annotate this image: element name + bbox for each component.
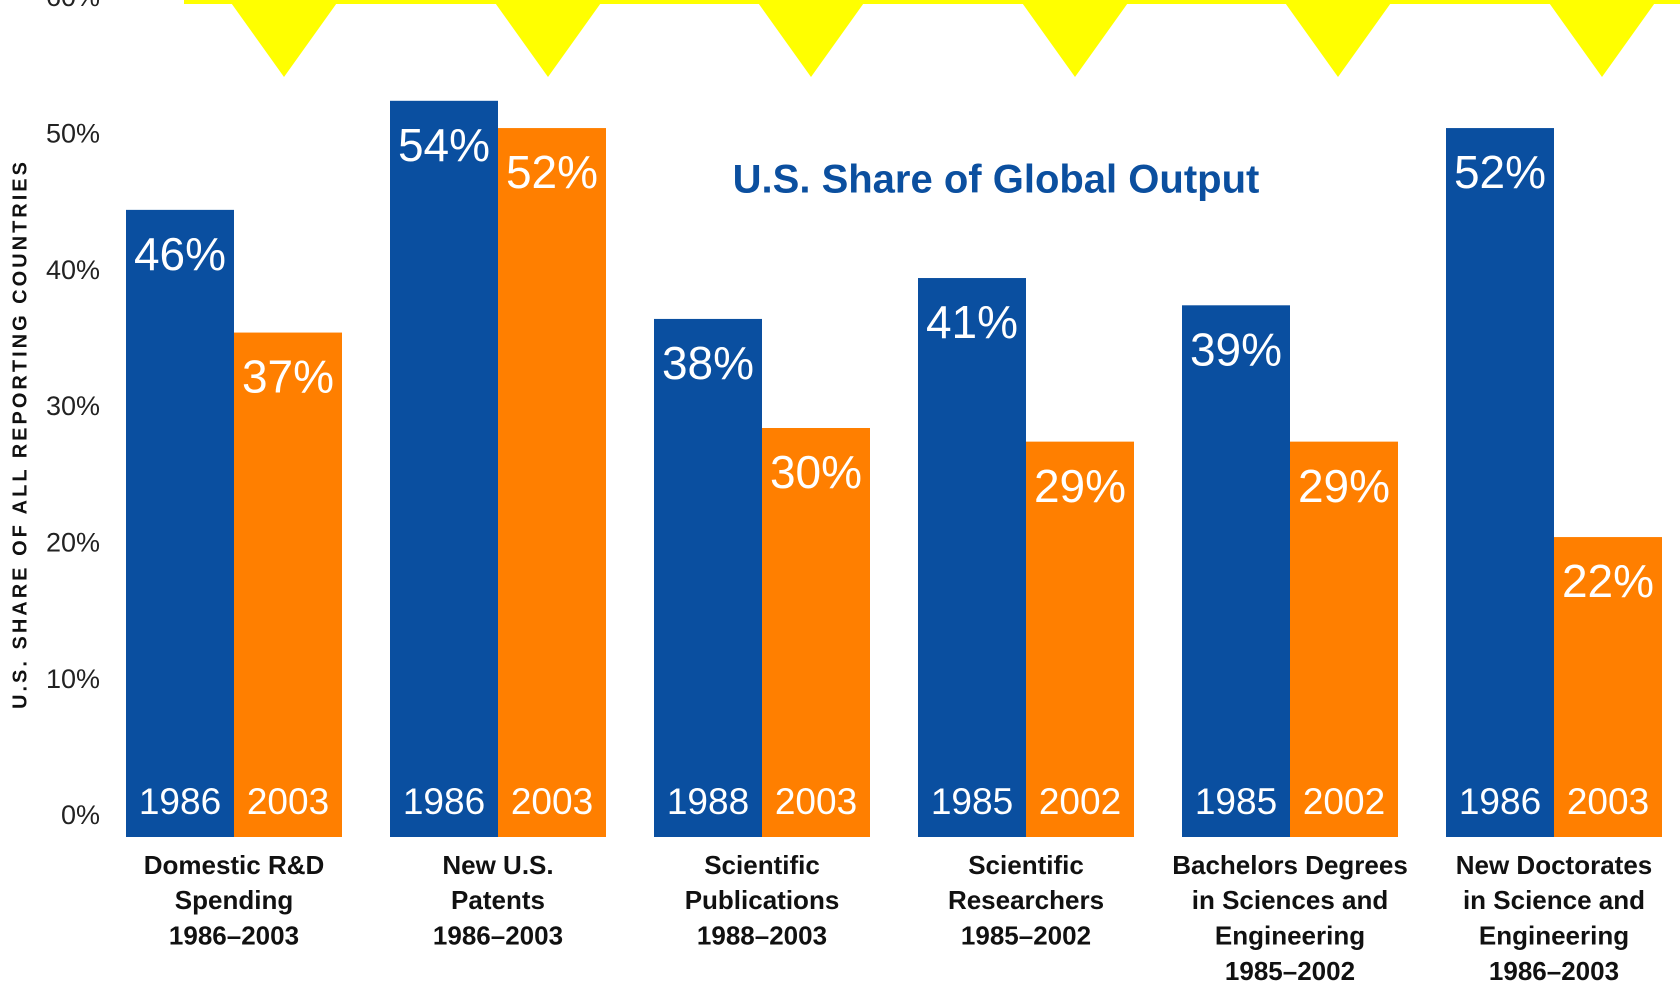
year-label: 1986 <box>1459 781 1541 822</box>
x-tick-label: Engineering <box>1479 920 1629 950</box>
x-tick-label: Researchers <box>948 885 1104 915</box>
x-tick-label: Domestic R&D <box>144 850 325 880</box>
year-label: 2003 <box>775 781 857 822</box>
y-tick-label: 60% <box>46 0 100 12</box>
x-tick-label: in Sciences and <box>1192 885 1389 915</box>
value-label: 37% <box>242 351 334 403</box>
value-label: 29% <box>1034 460 1126 512</box>
yellow-triangle <box>493 0 603 77</box>
yellow-triangle <box>1283 0 1393 77</box>
bar <box>1182 305 1290 837</box>
year-label: 1988 <box>667 781 749 822</box>
value-label: 52% <box>506 146 598 198</box>
bar <box>918 278 1026 837</box>
y-axis-label: U.S. SHARE OF ALL REPORTING COUNTRIES <box>9 159 31 709</box>
x-tick-label: Scientific <box>968 850 1084 880</box>
year-label: 2002 <box>1303 781 1385 822</box>
x-tick-label: Engineering <box>1215 920 1365 950</box>
year-label: 1985 <box>931 781 1013 822</box>
y-tick-label: 10% <box>46 664 100 694</box>
bar <box>654 318 762 837</box>
yellow-triangle <box>1020 0 1130 77</box>
bar <box>498 128 606 838</box>
x-tick-label: Patents <box>451 885 545 915</box>
value-label: 39% <box>1190 323 1282 375</box>
x-tick-label: 1986–2003 <box>169 920 299 950</box>
year-label: 2003 <box>1567 781 1649 822</box>
x-tick-label: Bachelors Degrees <box>1172 850 1408 880</box>
x-tick-label: in Science and <box>1463 885 1645 915</box>
value-label: 41% <box>926 296 1018 348</box>
bar <box>126 209 234 837</box>
bar <box>234 332 342 837</box>
x-tick-label: New U.S. <box>442 850 553 880</box>
x-tick-label: Scientific <box>704 850 820 880</box>
yellow-band <box>184 0 1680 4</box>
bar <box>1554 537 1662 837</box>
year-label: 1986 <box>139 781 221 822</box>
value-label: 52% <box>1454 146 1546 198</box>
value-label: 46% <box>134 228 226 280</box>
x-tick-label: 1986–2003 <box>433 920 563 950</box>
bar <box>1446 128 1554 838</box>
bar <box>762 428 870 837</box>
yellow-triangle <box>756 0 866 77</box>
year-label: 2003 <box>247 781 329 822</box>
y-tick-label: 20% <box>46 527 100 557</box>
yellow-triangle <box>1547 0 1657 77</box>
value-label: 54% <box>398 119 490 171</box>
yellow-triangle <box>229 0 339 77</box>
x-tick-label: Spending <box>175 885 293 915</box>
bar <box>1026 441 1134 837</box>
year-label: 2003 <box>511 781 593 822</box>
y-tick-label: 30% <box>46 391 100 421</box>
x-tick-label: 1985–2002 <box>1225 956 1355 986</box>
value-label: 22% <box>1562 555 1654 607</box>
value-label: 30% <box>770 446 862 498</box>
y-tick-label: 0% <box>61 800 100 830</box>
bar <box>390 100 498 838</box>
x-tick-label: 1985–2002 <box>961 920 1091 950</box>
decoration <box>184 0 1680 77</box>
year-label: 2002 <box>1039 781 1121 822</box>
x-tick-label: New Doctorates <box>1456 850 1653 880</box>
chart-title: U.S. Share of Global Output <box>733 158 1260 202</box>
bar <box>1290 441 1398 837</box>
x-tick-label: Publications <box>685 885 840 915</box>
y-tick-label: 50% <box>46 118 100 148</box>
year-label: 1985 <box>1195 781 1277 822</box>
y-tick-label: 40% <box>46 255 100 285</box>
x-tick-label: 1988–2003 <box>697 920 827 950</box>
year-label: 1986 <box>403 781 485 822</box>
x-tick-label: 1986–2003 <box>1489 956 1619 986</box>
value-label: 38% <box>662 337 754 389</box>
value-label: 29% <box>1298 460 1390 512</box>
